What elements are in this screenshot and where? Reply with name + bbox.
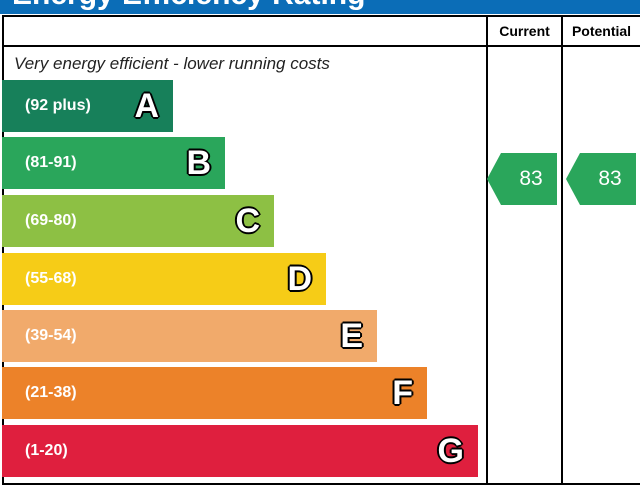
column-divider-current	[486, 15, 488, 485]
band-range: (81-91)	[25, 154, 77, 171]
band-c: (69-80) C	[2, 195, 274, 247]
band-e: (39-54) E	[2, 310, 377, 362]
current-rating-value: 83	[519, 167, 543, 190]
potential-rating-value: 83	[598, 167, 622, 190]
band-letter: G	[437, 432, 464, 470]
column-header-potential: Potential	[571, 23, 632, 39]
band-letter: E	[340, 317, 363, 355]
band-f: (21-38) F	[2, 367, 427, 419]
band-g: (1-20) G	[2, 425, 478, 477]
top-note: Very energy efficient - lower running co…	[14, 54, 330, 73]
band-letter: A	[134, 87, 159, 125]
band-range: (92 plus)	[25, 97, 91, 114]
potential-rating-arrow: 83	[566, 153, 636, 205]
band-range: (21-38)	[25, 384, 77, 401]
band-range: (55-68)	[25, 270, 77, 287]
band-letter: B	[186, 144, 211, 182]
band-b: (81-91) B	[2, 137, 225, 189]
column-header-current: Current	[499, 23, 550, 39]
current-rating-arrow: 83	[487, 153, 557, 205]
band-letter: C	[235, 202, 260, 240]
band-range: (69-80)	[25, 212, 77, 229]
band-a: (92 plus) A	[2, 80, 173, 132]
band-range: (1-20)	[25, 442, 68, 459]
band-letter: D	[287, 260, 312, 298]
title-bar: Energy Efficiency Rating	[0, 0, 640, 12]
band-d: (55-68) D	[2, 253, 326, 305]
chart-title: Energy Efficiency Rating	[12, 0, 365, 12]
title-underline	[0, 12, 640, 14]
band-range: (39-54)	[25, 327, 77, 344]
header-divider	[2, 45, 640, 47]
band-letter: F	[392, 374, 413, 412]
column-divider-potential	[561, 15, 563, 485]
